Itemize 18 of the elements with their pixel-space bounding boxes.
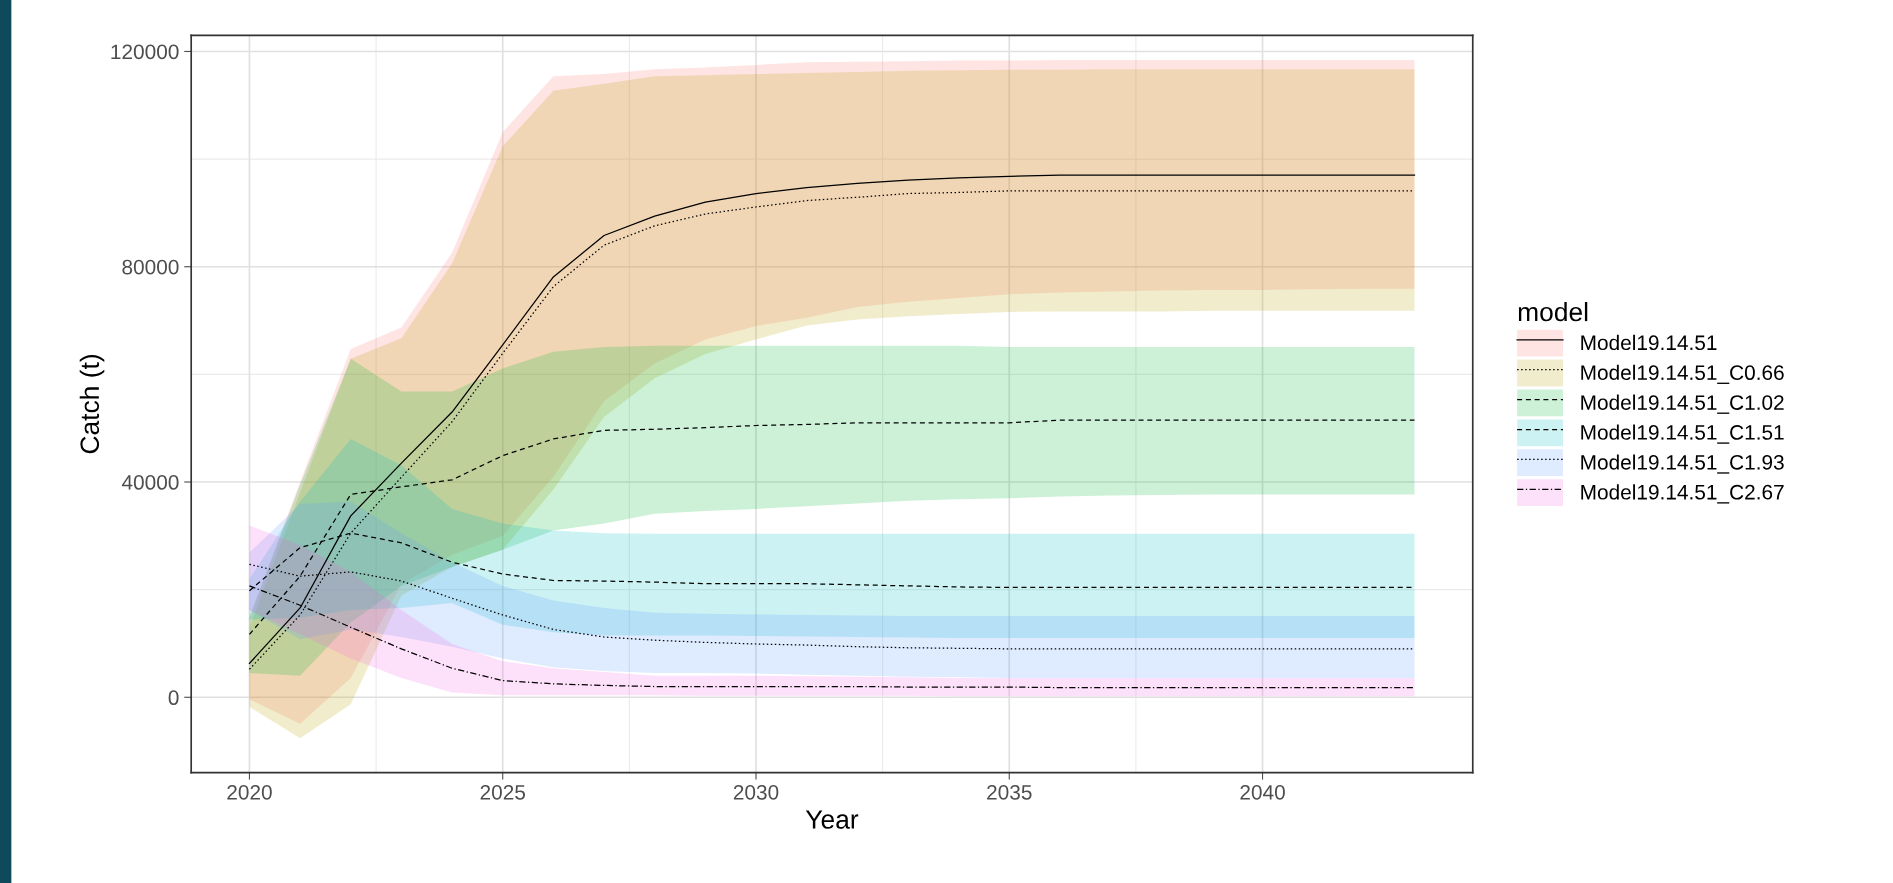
legend-label: Model19.14.51_C2.67 [1581,484,1784,504]
x-tick-label: 2040 [1240,784,1285,800]
legend-label: Model19.14.51_C1.51 [1581,424,1784,444]
x-tick-label: 2020 [227,784,272,800]
x-tick-label: 2030 [733,784,779,800]
legend-title: model [1518,301,1588,322]
y-axis-title: Catch (t) [79,355,105,454]
legend-label: Model19.14.51_C1.93 [1581,454,1784,474]
x-tick-label: 2035 [987,784,1032,800]
y-tick-label: 80000 [122,259,179,275]
y-tick-label: 120000 [111,44,179,60]
x-axis-title: Year [805,810,859,829]
legend-label: Model19.14.51 [1581,334,1717,351]
y-tick-label: 0 [168,690,179,706]
y-tick-label: 40000 [121,475,179,490]
legend-label: Model19.14.51_C1.02 [1581,394,1784,414]
legend-label: Model19.14.51_C0.66 [1581,364,1784,384]
x-tick-label: 2025 [480,784,526,800]
